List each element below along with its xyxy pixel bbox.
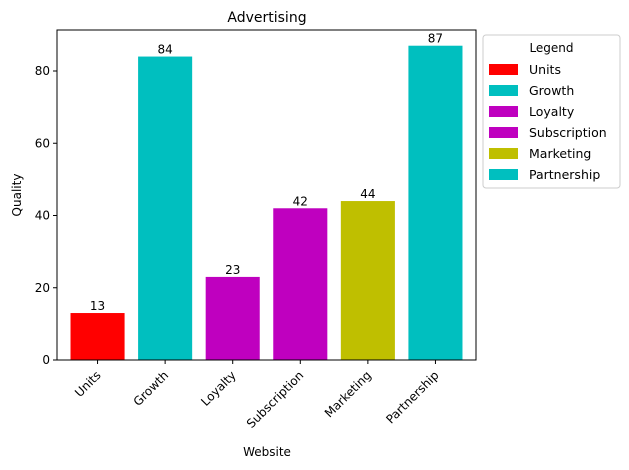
legend-entry-label: Units <box>529 62 561 77</box>
bar-units <box>70 313 125 360</box>
plot-frame <box>56 29 477 361</box>
bar-value-label: 23 <box>225 263 240 277</box>
bar-partnership <box>408 45 463 360</box>
y-axis-label: Quality <box>10 174 24 217</box>
bar-value-label: 84 <box>157 43 172 57</box>
bar-loyalty <box>205 276 260 360</box>
legend-swatch <box>489 127 518 138</box>
x-tick-label: Subscription <box>244 368 307 431</box>
x-tick-label: Marketing <box>322 368 374 420</box>
legend-swatch <box>489 64 518 75</box>
bar-value-label: 13 <box>90 299 105 313</box>
y-axis: 0 20 40 60 80 <box>35 64 57 367</box>
chart-title: Advertising <box>227 10 306 26</box>
x-axis-label: Website <box>243 445 291 459</box>
x-tick-label: Partnership <box>383 368 441 426</box>
y-tick-label: 60 <box>35 136 50 150</box>
x-tick-label: Units <box>72 368 104 400</box>
x-tick-label: Loyalty <box>198 368 239 409</box>
y-tick-label: 20 <box>35 281 50 295</box>
x-axis: Units Growth Loyalty Subscription Marketing P… <box>72 360 442 431</box>
legend-swatch <box>489 85 518 96</box>
legend-entry-label: Marketing <box>529 146 591 161</box>
bars-layer <box>70 45 463 360</box>
y-tick-label: 0 <box>42 353 50 367</box>
bar-labels-layer: 13 84 23 42 44 87 <box>90 32 443 313</box>
legend-swatch <box>489 169 518 180</box>
y-tick-label: 40 <box>35 209 50 223</box>
legend: Legend Units Growth Loyalty Subscription Mar… <box>482 34 621 189</box>
legend-swatch <box>489 106 518 117</box>
x-tick-label: Growth <box>131 368 172 409</box>
legend-title: Legend <box>529 41 573 55</box>
legend-entry-label: Partnership <box>529 167 600 182</box>
bar-value-label: 87 <box>428 32 443 46</box>
legend-swatch <box>489 148 518 159</box>
bar-growth <box>138 56 193 360</box>
y-tick-label: 80 <box>35 64 50 78</box>
legend-entry-label: Growth <box>529 83 574 98</box>
legend-entry-label: Loyalty <box>529 104 575 119</box>
legend-entry-label: Subscription <box>529 125 607 140</box>
bar-marketing <box>340 201 395 360</box>
bar-value-label: 42 <box>293 194 308 208</box>
bar-value-label: 44 <box>360 187 375 201</box>
bar-subscription <box>273 208 328 360</box>
